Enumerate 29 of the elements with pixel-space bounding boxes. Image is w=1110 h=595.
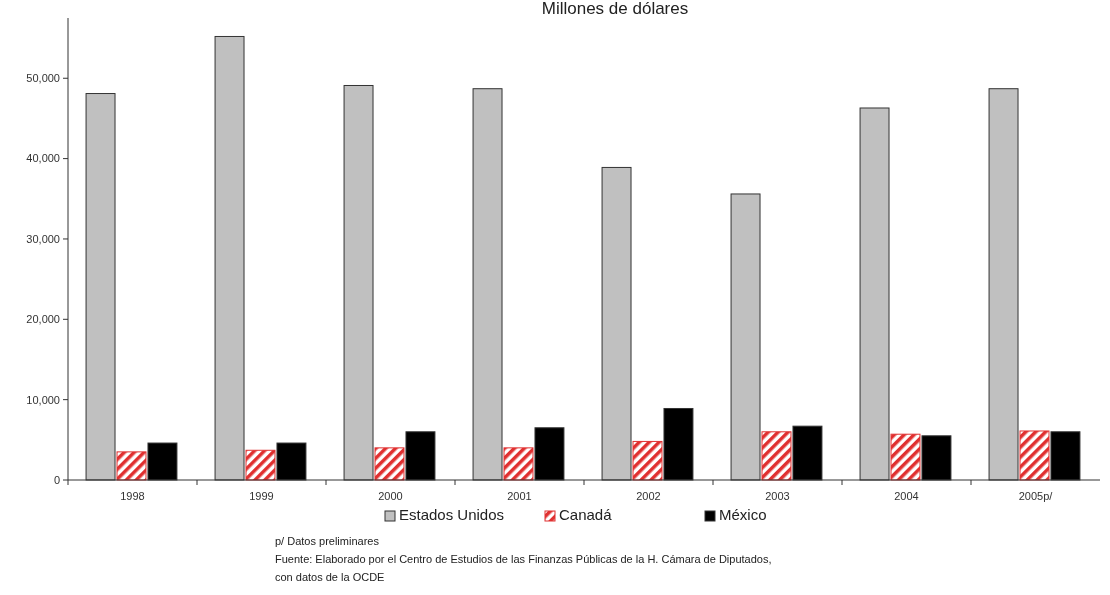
source-note: Fuente: Elaborado por el Centro de Estudios de las Finanzas Públicas de la H. Cámara de Diputados,	[275, 553, 772, 565]
x-tick-label: 1999	[249, 490, 274, 502]
legend-label: Canadá	[559, 506, 613, 523]
bar	[632, 440, 663, 481]
x-tick-label: 2001	[507, 490, 532, 502]
y-tick-label: 0	[53, 473, 60, 486]
chart-title: Millones de dólares	[541, 0, 689, 18]
bar	[761, 431, 792, 481]
bar	[116, 451, 147, 481]
bar	[503, 447, 534, 481]
y-tick-label: 30,000	[26, 232, 60, 245]
bar	[1019, 430, 1050, 481]
x-tick-label: 1998	[120, 490, 145, 502]
x-tick-label: 2003	[765, 490, 790, 502]
bar	[890, 433, 921, 481]
bar	[374, 447, 405, 481]
y-tick-label: 20,000	[26, 313, 60, 326]
x-tick-label: 2005p/	[1018, 490, 1054, 502]
x-tick-label: 2004	[894, 490, 919, 502]
x-tick-label: 2000	[378, 490, 403, 502]
y-tick-label: 10,000	[26, 393, 60, 406]
y-tick-label: 40,000	[26, 152, 60, 165]
y-tick-label: 50,000	[26, 72, 60, 85]
legend-label: Estados Unidos	[399, 506, 505, 523]
bar	[245, 449, 276, 481]
text: p/ Datos preliminares	[275, 535, 380, 547]
text: con datos de la OCDE	[275, 571, 385, 583]
x-tick-label: 2002	[636, 490, 661, 502]
legend-label: México	[719, 506, 767, 523]
